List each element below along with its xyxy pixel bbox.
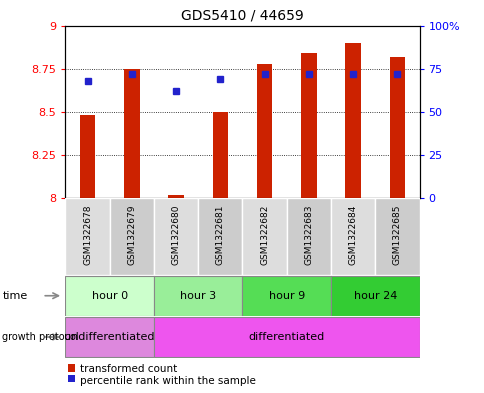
Text: GSM1322681: GSM1322681	[215, 205, 225, 266]
Bar	[286, 198, 330, 275]
Bar	[68, 364, 75, 372]
Bar	[109, 198, 153, 275]
Text: differentiated: differentiated	[248, 332, 324, 342]
Text: GSM1322679: GSM1322679	[127, 205, 136, 266]
Text: hour 0: hour 0	[91, 291, 127, 301]
Bar	[65, 276, 153, 316]
Text: hour 3: hour 3	[180, 291, 216, 301]
Bar	[301, 53, 316, 198]
Bar	[212, 112, 227, 198]
Bar	[153, 198, 198, 275]
Bar	[242, 276, 330, 316]
Text: hour 9: hour 9	[268, 291, 304, 301]
Bar	[330, 198, 375, 275]
Text: GSM1322684: GSM1322684	[348, 205, 357, 265]
Bar	[65, 317, 153, 357]
Text: time: time	[2, 291, 28, 301]
Text: GSM1322682: GSM1322682	[259, 205, 269, 265]
Text: GSM1322680: GSM1322680	[171, 205, 180, 266]
Text: percentile rank within the sample: percentile rank within the sample	[80, 376, 256, 386]
Text: GSM1322683: GSM1322683	[304, 205, 313, 266]
Title: GDS5410 / 44659: GDS5410 / 44659	[181, 9, 303, 23]
Text: undifferentiated: undifferentiated	[64, 332, 155, 342]
Bar	[198, 198, 242, 275]
Bar	[68, 375, 75, 382]
Bar	[80, 116, 95, 198]
Text: transformed count: transformed count	[80, 364, 177, 375]
Bar	[168, 195, 183, 198]
Bar	[257, 64, 272, 198]
Text: GSM1322685: GSM1322685	[392, 205, 401, 266]
Text: growth protocol: growth protocol	[2, 332, 79, 342]
Bar	[389, 57, 404, 198]
Bar	[242, 198, 286, 275]
Bar	[65, 198, 109, 275]
Bar	[153, 317, 419, 357]
Bar	[375, 198, 419, 275]
Bar	[153, 276, 242, 316]
Bar	[124, 69, 139, 198]
Text: hour 24: hour 24	[353, 291, 396, 301]
Text: GSM1322678: GSM1322678	[83, 205, 92, 266]
Bar	[345, 43, 360, 198]
Bar	[330, 276, 419, 316]
